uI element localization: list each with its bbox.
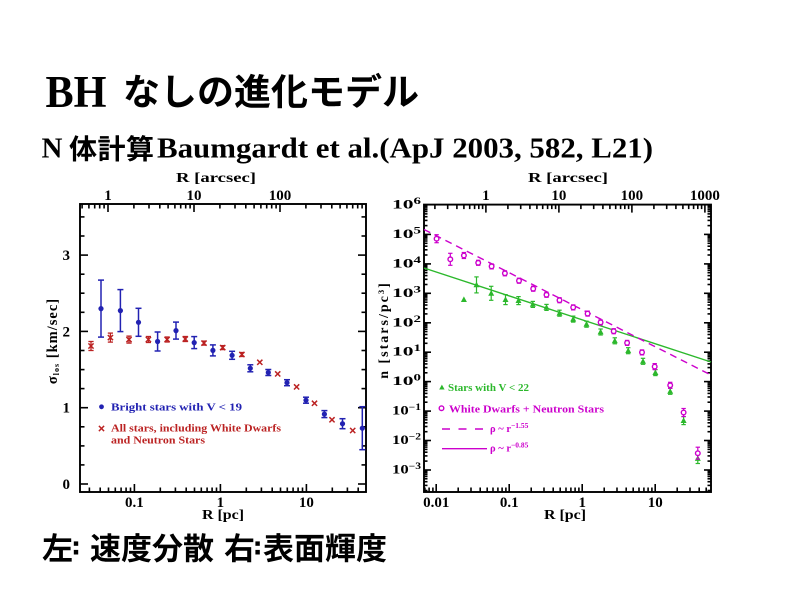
svg-text:R [arcsec]: R [arcsec] bbox=[528, 170, 608, 185]
svg-text:σlos [km/sec]: σlos [km/sec] bbox=[45, 298, 61, 384]
svg-text:1000: 1000 bbox=[690, 188, 720, 204]
svg-text:All stars, including White Dwa: All stars, including White Dwarfs bbox=[111, 424, 281, 435]
svg-text:0: 0 bbox=[63, 477, 71, 493]
svg-text:Baumgardt et al.(ApJ 2003, 582: Baumgardt et al.(ApJ 2003, 582, L21) bbox=[157, 134, 653, 165]
svg-text:0.01: 0.01 bbox=[423, 495, 449, 511]
svg-text:and Neutron Stars: and Neutron Stars bbox=[111, 436, 205, 447]
svg-text:1: 1 bbox=[482, 188, 490, 204]
svg-text:10: 10 bbox=[648, 495, 663, 511]
svg-text:10: 10 bbox=[551, 188, 566, 204]
svg-text:2: 2 bbox=[63, 324, 71, 340]
svg-text:R [pc]: R [pc] bbox=[202, 507, 244, 522]
svg-text:BH: BH bbox=[46, 67, 107, 117]
svg-text:n [stars/pc3]: n [stars/pc3] bbox=[376, 281, 392, 379]
svg-text:Bright stars with V < 19: Bright stars with V < 19 bbox=[111, 403, 242, 414]
svg-text:R [pc]: R [pc] bbox=[544, 507, 586, 522]
svg-text:White Dwarfs + Neutron Stars: White Dwarfs + Neutron Stars bbox=[449, 405, 604, 416]
svg-text:1: 1 bbox=[217, 495, 225, 511]
svg-text:0.1: 0.1 bbox=[500, 495, 519, 511]
svg-text:1: 1 bbox=[63, 401, 71, 417]
svg-text:N: N bbox=[42, 133, 63, 165]
svg-text:100: 100 bbox=[621, 188, 644, 204]
svg-text:10: 10 bbox=[187, 188, 202, 204]
svg-text:10: 10 bbox=[299, 495, 314, 511]
svg-text:1: 1 bbox=[578, 495, 586, 511]
svg-text:R [arcsec]: R [arcsec] bbox=[176, 170, 256, 185]
svg-text:1: 1 bbox=[104, 188, 112, 204]
svg-text:0.1: 0.1 bbox=[125, 495, 144, 511]
svg-text:3: 3 bbox=[63, 248, 71, 264]
svg-text:Stars with V < 22: Stars with V < 22 bbox=[448, 383, 529, 394]
svg-text:100: 100 bbox=[269, 188, 292, 204]
